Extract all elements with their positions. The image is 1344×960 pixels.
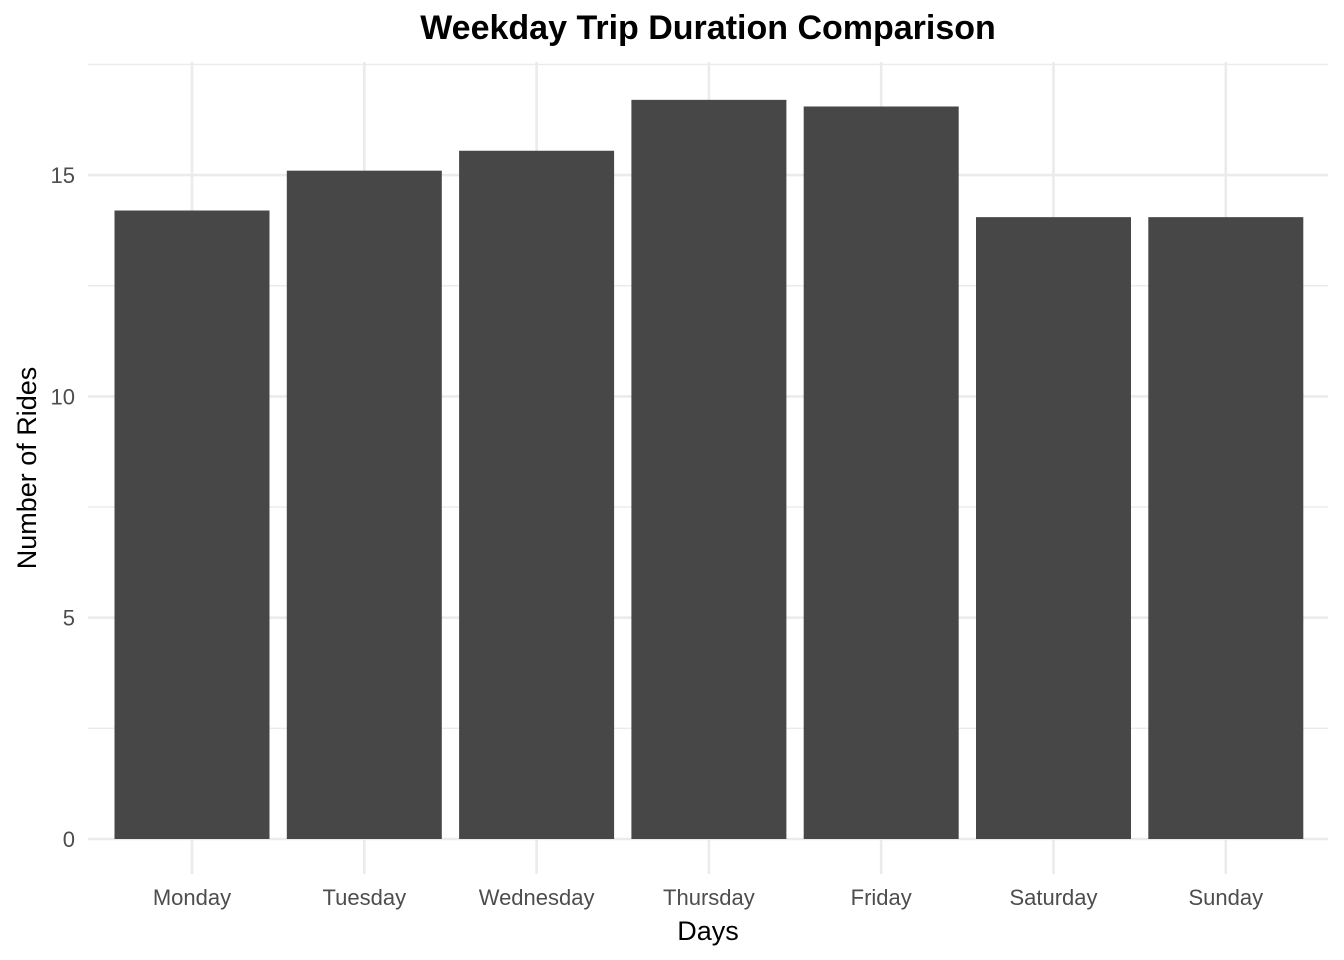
x-tick-label: Wednesday	[479, 885, 595, 910]
bar-monday	[114, 210, 270, 839]
bar-friday	[803, 106, 959, 839]
x-tick-label: Sunday	[1188, 885, 1263, 910]
x-tick-label: Monday	[153, 885, 231, 910]
chart-title: Weekday Trip Duration Comparison	[420, 9, 996, 47]
x-tick-label: Saturday	[1009, 885, 1097, 910]
x-axis-title: Days	[677, 916, 739, 946]
y-tick-label: 10	[51, 384, 75, 409]
bar-thursday	[631, 99, 787, 839]
bar-wednesday	[459, 150, 615, 839]
bar-saturday	[976, 217, 1131, 840]
bar-tuesday	[286, 170, 442, 839]
x-tick-label: Friday	[851, 885, 912, 910]
x-tick-label: Tuesday	[323, 885, 407, 910]
y-axis-ticks: 0 5 10 15	[51, 163, 75, 852]
bars	[114, 99, 1304, 840]
bar-sunday	[1148, 217, 1304, 840]
y-tick-label: 5	[63, 606, 75, 631]
y-axis-title: Number of Rides	[12, 367, 42, 570]
x-axis-ticks: Monday Tuesday Wednesday Thursday Friday Satu…	[153, 885, 1263, 910]
x-tick-label: Thursday	[663, 885, 755, 910]
y-tick-label: 15	[51, 163, 75, 188]
y-tick-label: 0	[63, 827, 75, 852]
